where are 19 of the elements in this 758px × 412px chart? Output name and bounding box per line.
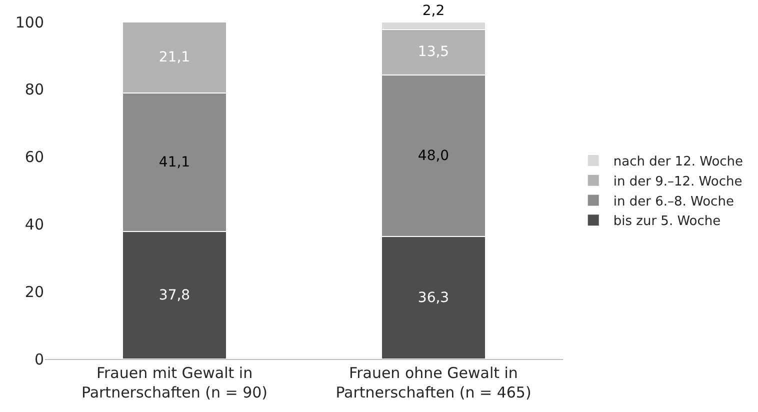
- data-label: 21,1: [158, 50, 190, 66]
- y-tick-label: 100: [15, 13, 44, 32]
- data-label: 36,3: [418, 290, 450, 306]
- x-tick-label: Frauen mit Gewalt in Partnerschaften (n = 90): [81, 364, 268, 402]
- data-label: 41,1: [158, 154, 190, 170]
- y-tick-label: 20: [24, 282, 44, 301]
- data-label: 13,5: [418, 44, 450, 60]
- y-tick-label: 60: [24, 148, 44, 166]
- legend-label: in der 6.–8. Woche: [613, 194, 734, 210]
- x-tick-label: Frauen ohne Gewalt in Partnerschaften (n = 465): [336, 364, 532, 402]
- data-label: 48,0: [418, 148, 450, 164]
- y-tick-label: 40: [24, 215, 44, 234]
- data-label: 2,2: [422, 3, 445, 19]
- legend-label: nach der 12. Woche: [613, 154, 744, 170]
- legend-label: in der 9.–12. Woche: [613, 174, 742, 190]
- legend-label: bis zur 5. Woche: [613, 214, 721, 230]
- y-tick-label: 80: [24, 80, 44, 99]
- data-label: 37,8: [158, 287, 190, 304]
- y-tick-label: 0: [34, 350, 44, 368]
